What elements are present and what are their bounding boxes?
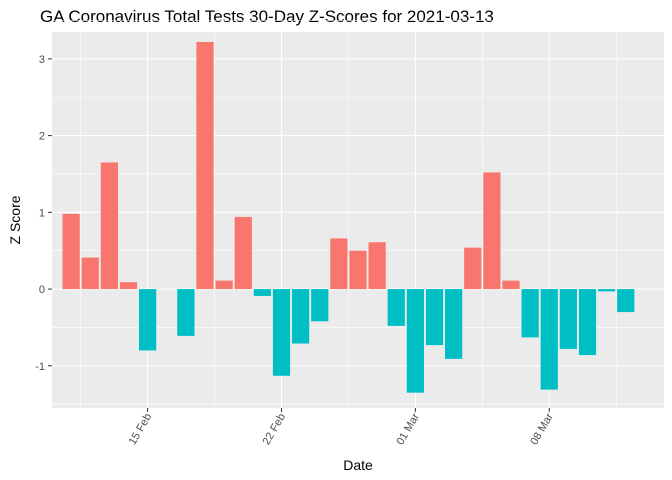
bar [483,172,501,290]
bar [177,289,195,336]
bar [272,289,291,376]
y-tick-label: 3 [39,54,45,66]
bar [464,247,482,290]
y-axis-title: Z Score [7,195,23,244]
x-axis: 15 Feb 22 Feb 01 Mar 08 Mar [127,408,556,447]
bar [406,289,424,393]
bar [387,289,405,326]
bar [215,280,233,290]
bar [330,238,348,290]
bar [598,289,616,292]
bar [368,242,386,290]
y-tick-label: 0 [39,284,45,296]
x-tick-label: 15 Feb [127,412,155,448]
bar [81,257,99,290]
y-tick-label: 1 [39,207,45,219]
y-axis: -1 0 1 2 3 [35,54,52,373]
bar [540,289,558,390]
bar [253,289,271,296]
bar [62,213,80,290]
bar [234,216,252,290]
x-axis-title: Date [343,457,373,473]
bar [559,289,577,349]
bar [445,289,463,359]
bar [311,289,329,322]
bar [292,289,310,344]
bar [425,289,444,346]
bar [578,289,597,356]
bar [502,280,520,290]
x-tick-label: 01 Mar [394,411,422,447]
bar-series [62,41,635,393]
bar [100,162,118,290]
y-tick-label: 2 [39,131,45,143]
x-tick-label: 08 Mar [528,411,556,447]
bar [196,41,214,290]
bar [521,289,539,338]
x-tick-label: 22 Feb [261,412,289,448]
plot-panel [52,32,664,408]
bar [139,289,157,351]
chart-title: GA Coronavirus Total Tests 30-Day Z-Scor… [40,7,494,26]
y-tick-label: -1 [35,361,45,373]
bar [617,289,635,313]
bar [349,250,367,290]
bar [119,282,138,290]
